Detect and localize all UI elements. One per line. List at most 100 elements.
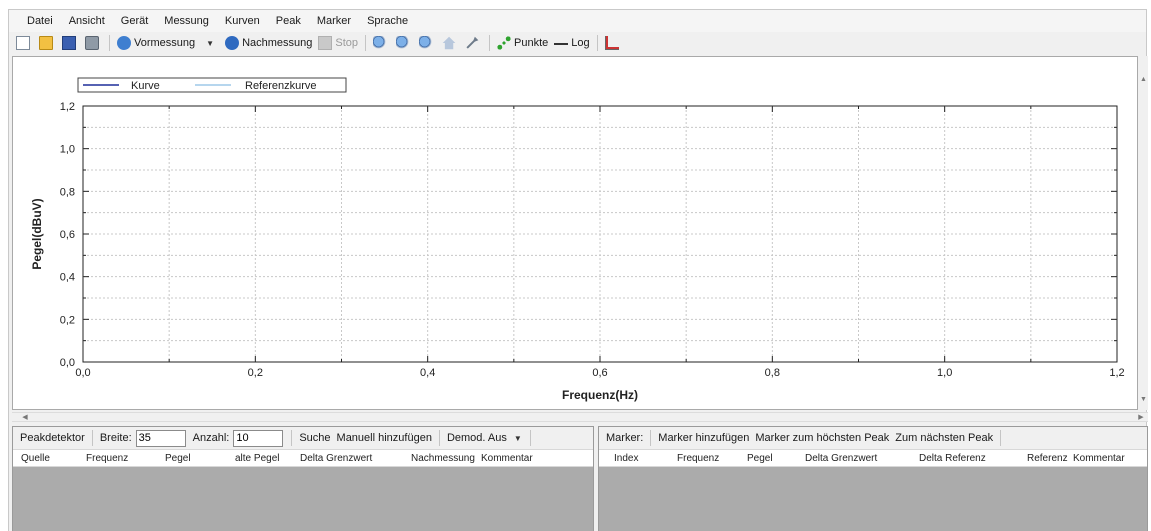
zoom-in-button[interactable] xyxy=(370,33,393,53)
x-tick-label: 1,2 xyxy=(1109,367,1124,379)
anzahl-input[interactable] xyxy=(233,429,284,447)
new-button[interactable] xyxy=(13,33,36,53)
marker-table-body xyxy=(599,467,1147,531)
main-toolbar: Vormessung ▼ Nachmessung Stop Punkte Log xyxy=(9,32,1146,54)
log-label: Log xyxy=(571,37,590,49)
fast-forward-icon xyxy=(225,36,240,50)
chart-panel[interactable]: 0,0 0,2 0,4 0,6 0,8 1,0 1,2 0,0 0,2 0,4 0,6 0,8 1,0 1… xyxy=(12,56,1138,410)
column-nachmessung[interactable]: Nachmessung xyxy=(411,453,475,464)
column-delta-grenzwert[interactable]: Delta Grenzwert xyxy=(300,453,373,464)
chart-vertical-scrollbar[interactable]: ▲ ▼ xyxy=(1139,56,1148,410)
peakdetektor-label: Peakdetektor xyxy=(20,432,85,444)
zum-naechsten-peak-button[interactable]: Zum nächsten Peak xyxy=(895,432,994,444)
x-tick-label: 0,8 xyxy=(765,367,780,379)
log-scale-icon xyxy=(554,36,569,50)
marker-hinzufuegen-button[interactable]: Marker hinzufügen xyxy=(658,432,750,444)
menu-messung[interactable]: Messung xyxy=(164,15,209,27)
menu-bar: Datei Ansicht Gerät Messung Kurven Peak … xyxy=(9,10,1146,32)
x-tick-label: 1,0 xyxy=(937,367,952,379)
demod-dropdown-arrow-icon[interactable]: ▼ xyxy=(513,433,522,443)
marker-hoechster-peak-button[interactable]: Marker zum höchsten Peak xyxy=(755,432,890,444)
y-tick-label: 0,6 xyxy=(60,229,75,241)
column-frequenz[interactable]: Frequenz xyxy=(86,453,129,464)
chart-horizontal-scrollbar[interactable]: ◀ ▶ xyxy=(12,412,1148,422)
print-button[interactable] xyxy=(82,33,105,53)
menu-peak[interactable]: Peak xyxy=(275,15,301,27)
scroll-left-arrow-icon[interactable]: ◀ xyxy=(22,414,28,421)
menu-sprache[interactable]: Sprache xyxy=(367,15,409,27)
zoom-out-icon xyxy=(396,36,411,50)
peak-table-header: Quelle Frequenz Pegel alte Pegel Delta G… xyxy=(13,449,593,467)
settings-button[interactable] xyxy=(462,33,485,53)
menu-datei[interactable]: Datei xyxy=(27,15,53,27)
x-tick-label: 0,4 xyxy=(420,367,435,379)
column-delta-grenzwert[interactable]: Delta Grenzwert xyxy=(805,453,878,464)
save-button[interactable] xyxy=(59,33,82,53)
stop-icon xyxy=(318,36,333,50)
zoom-out-button[interactable] xyxy=(393,33,416,53)
nachmessung-label: Nachmessung xyxy=(242,37,313,49)
scatter-points-icon xyxy=(497,36,512,50)
y-tick-label: 0,2 xyxy=(60,314,75,326)
column-kommentar[interactable]: Kommentar xyxy=(1073,453,1125,464)
x-tick-label: 0,2 xyxy=(248,367,263,379)
anzahl-label: Anzahl: xyxy=(192,432,230,444)
folder-open-icon xyxy=(39,36,53,50)
toolbar-separator xyxy=(91,430,93,446)
new-document-icon xyxy=(16,36,30,50)
column-delta-referenz[interactable]: Delta Referenz xyxy=(919,453,986,464)
peak-table-body xyxy=(13,467,593,531)
nachmessung-button[interactable]: Nachmessung xyxy=(222,33,315,53)
stop-label: Stop xyxy=(335,37,359,49)
column-kommentar[interactable]: Kommentar xyxy=(481,453,533,464)
y-axis-label: Pegel(dBuV) xyxy=(30,198,44,269)
tools-icon xyxy=(466,36,479,49)
peak-toolbar: Peakdetektor Breite: Anzahl: Suche Manue… xyxy=(13,427,593,449)
manuell-hinzufuegen-button[interactable]: Manuell hinzufügen xyxy=(336,432,432,444)
marker-toolbar: Marker: Marker hinzufügen Marker zum höc… xyxy=(599,427,1147,449)
y-tick-label: 0,8 xyxy=(60,186,75,198)
zoom-fit-button[interactable] xyxy=(416,33,439,53)
menu-ansicht[interactable]: Ansicht xyxy=(68,15,105,27)
demod-dropdown[interactable]: Demod. Aus xyxy=(446,432,507,444)
toolbar-separator xyxy=(529,430,531,446)
x-axis-label: Frequenz(Hz) xyxy=(562,388,638,402)
menu-kurven[interactable]: Kurven xyxy=(224,15,260,27)
column-frequenz[interactable]: Frequenz xyxy=(677,453,720,464)
main-window: Datei Ansicht Gerät Messung Kurven Peak … xyxy=(8,9,1148,531)
marker-table-header: Index Frequenz Pegel Delta Grenzwert Del… xyxy=(599,449,1147,467)
breite-input[interactable] xyxy=(135,429,186,447)
y-tick-label: 1,2 xyxy=(60,101,75,113)
home-button[interactable] xyxy=(439,33,462,53)
chart-icon xyxy=(604,36,619,50)
column-alte-pegel[interactable]: alte Pegel xyxy=(235,453,280,464)
scroll-down-arrow-icon[interactable]: ▼ xyxy=(1140,396,1147,403)
vormessung-label: Vormessung xyxy=(134,37,196,49)
column-referenz[interactable]: Referenz xyxy=(1027,453,1068,464)
menu-marker[interactable]: Marker xyxy=(316,15,352,27)
marker-label: Marker: xyxy=(606,432,644,444)
legend-label-referenzkurve: Referenzkurve xyxy=(245,80,317,92)
menu-geraet[interactable]: Gerät xyxy=(120,15,149,27)
column-index[interactable]: Index xyxy=(614,453,639,464)
zoom-in-icon xyxy=(373,36,388,50)
log-button[interactable]: Log xyxy=(551,33,592,53)
toolbar-separator xyxy=(650,430,652,446)
stop-button[interactable]: Stop xyxy=(315,33,361,53)
column-pegel[interactable]: Pegel xyxy=(747,453,773,464)
scroll-up-arrow-icon[interactable]: ▲ xyxy=(1140,76,1147,83)
column-quelle[interactable]: Quelle xyxy=(21,453,50,464)
toolbar-separator xyxy=(596,35,598,51)
print-icon xyxy=(85,36,99,50)
vormessung-button[interactable]: Vormessung xyxy=(114,33,198,53)
x-tick-label: 0,6 xyxy=(592,367,607,379)
toolbar-separator xyxy=(438,430,440,446)
column-pegel[interactable]: Pegel xyxy=(165,453,191,464)
scroll-right-arrow-icon[interactable]: ▶ xyxy=(1138,414,1144,421)
toolbar-separator xyxy=(365,35,367,51)
open-button[interactable] xyxy=(36,33,59,53)
punkte-button[interactable]: Punkte xyxy=(494,33,551,53)
vormessung-dropdown[interactable]: ▼ xyxy=(206,38,215,48)
suche-button[interactable]: Suche xyxy=(299,432,331,444)
chart-button[interactable] xyxy=(602,33,625,53)
